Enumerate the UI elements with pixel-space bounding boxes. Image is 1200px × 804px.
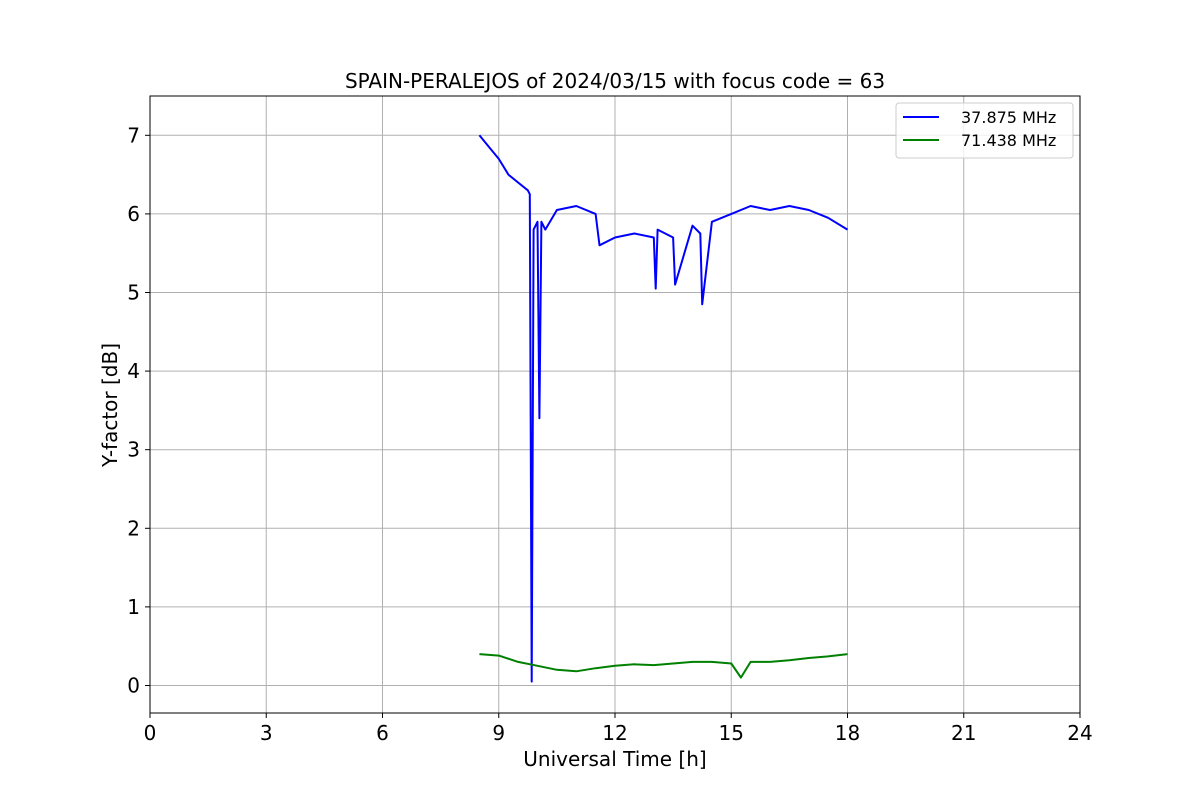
y-tick-label: 0 [127,673,140,697]
series-line-71-438-mhz [479,653,848,679]
legend-label-37875: 37.875 MHz [961,108,1056,127]
legend-box [895,102,1074,159]
x-tick-label: 21 [951,721,976,745]
y-tick-label: 7 [127,123,140,147]
x-tick-label: 6 [376,721,389,745]
legend: 37.875 MHz 71.438 MHz [895,102,1074,159]
y-axis-label: Y-factor [dB] [98,343,122,468]
x-tick-label: 12 [602,721,627,745]
plot-lines [478,134,849,683]
legend-label-71438: 71.438 MHz [961,131,1056,150]
y-tick-label: 1 [127,595,140,619]
y-tick-label: 6 [127,202,140,226]
series-line-37-875-mhz [478,134,849,683]
x-tick-label: 15 [719,721,744,745]
x-tick-label: 9 [492,721,505,745]
y-tick-label: 4 [127,359,140,383]
x-tick-label: 24 [1067,721,1092,745]
chart-title: SPAIN-PERALEJOS of 2024/03/15 with focus… [345,69,885,93]
x-axis-label: Universal Time [h] [523,747,706,771]
y-tick-label: 2 [127,516,140,540]
x-tick-label: 18 [835,721,860,745]
y-tick-label: 3 [127,438,140,462]
x-tick-label: 0 [144,721,157,745]
x-tick-label: 3 [260,721,273,745]
y-tick-label: 5 [127,280,140,304]
